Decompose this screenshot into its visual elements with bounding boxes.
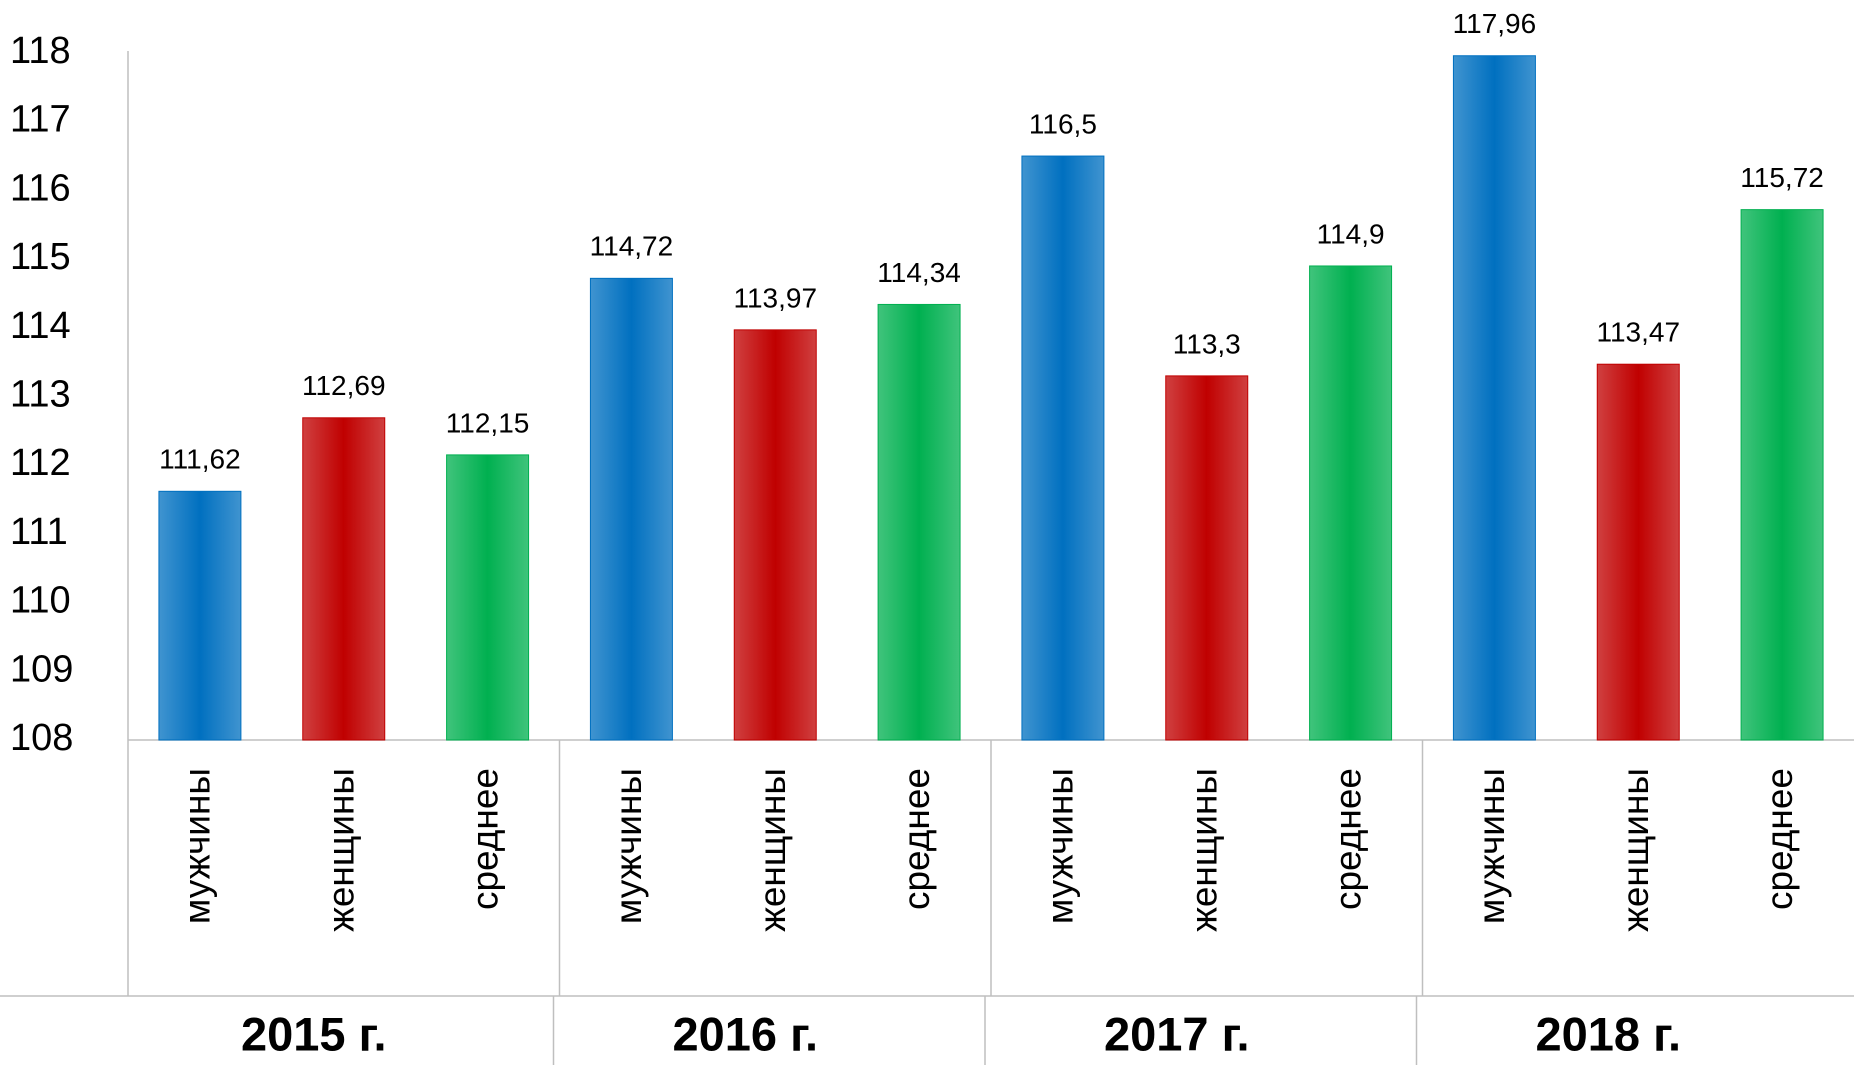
- x-group-label: 2017 г.: [1104, 1007, 1250, 1060]
- value-label: 114,72: [590, 231, 674, 262]
- bar: [877, 303, 961, 741]
- value-label: 112,69: [302, 370, 386, 401]
- y-tick-label: 111: [10, 511, 68, 553]
- x-tick-label: мужчины: [177, 768, 218, 924]
- x-tick-label: среднее: [896, 768, 937, 910]
- bar: [302, 417, 386, 741]
- value-label: 116,5: [1029, 108, 1097, 139]
- y-tick-label: 113: [10, 374, 71, 416]
- bar: [158, 490, 242, 741]
- value-label: 117,96: [1453, 8, 1537, 39]
- bar: [733, 329, 817, 741]
- bar: [589, 277, 673, 741]
- y-tick-label: 115: [10, 236, 71, 278]
- value-label: 115,72: [1740, 162, 1824, 193]
- y-tick-label: 114: [10, 305, 71, 347]
- x-tick-label: мужчины: [1040, 768, 1081, 924]
- y-tick-label: 118: [10, 30, 71, 72]
- x-group-label: 2016 г.: [672, 1007, 818, 1060]
- x-tick-label: среднее: [1327, 768, 1368, 910]
- bar: [1021, 155, 1105, 741]
- x-tick-label: среднее: [1759, 768, 1800, 910]
- value-label: 114,9: [1317, 218, 1385, 249]
- value-label: 112,15: [446, 407, 530, 438]
- value-label: 111,62: [159, 444, 240, 475]
- bar: [1452, 55, 1536, 741]
- bar: [1596, 363, 1680, 741]
- bar: [1165, 375, 1249, 741]
- bar: [446, 454, 530, 741]
- x-group-label: 2018 г.: [1535, 1007, 1681, 1060]
- y-tick-label: 108: [10, 717, 73, 759]
- value-label: 113,97: [733, 282, 817, 313]
- value-label: 114,34: [877, 257, 961, 288]
- bar: [1740, 209, 1824, 741]
- x-tick-label: среднее: [464, 768, 505, 910]
- value-label: 113,47: [1596, 317, 1680, 348]
- y-tick-label: 117: [10, 99, 71, 141]
- bar: [1309, 265, 1393, 741]
- y-tick-label: 112: [10, 442, 71, 484]
- x-tick-label: мужчины: [1471, 768, 1512, 924]
- x-tick-label: женщины: [1184, 768, 1225, 932]
- x-group-label: 2015 г.: [241, 1007, 387, 1060]
- y-tick-label: 116: [10, 167, 71, 209]
- x-tick-label: женщины: [1615, 768, 1656, 932]
- value-label: 113,3: [1173, 328, 1241, 359]
- y-tick-label: 109: [10, 648, 73, 690]
- x-tick-label: мужчины: [608, 768, 649, 924]
- x-tick-label: женщины: [321, 768, 362, 932]
- x-tick-label: женщины: [752, 768, 793, 932]
- y-tick-label: 110: [10, 580, 71, 622]
